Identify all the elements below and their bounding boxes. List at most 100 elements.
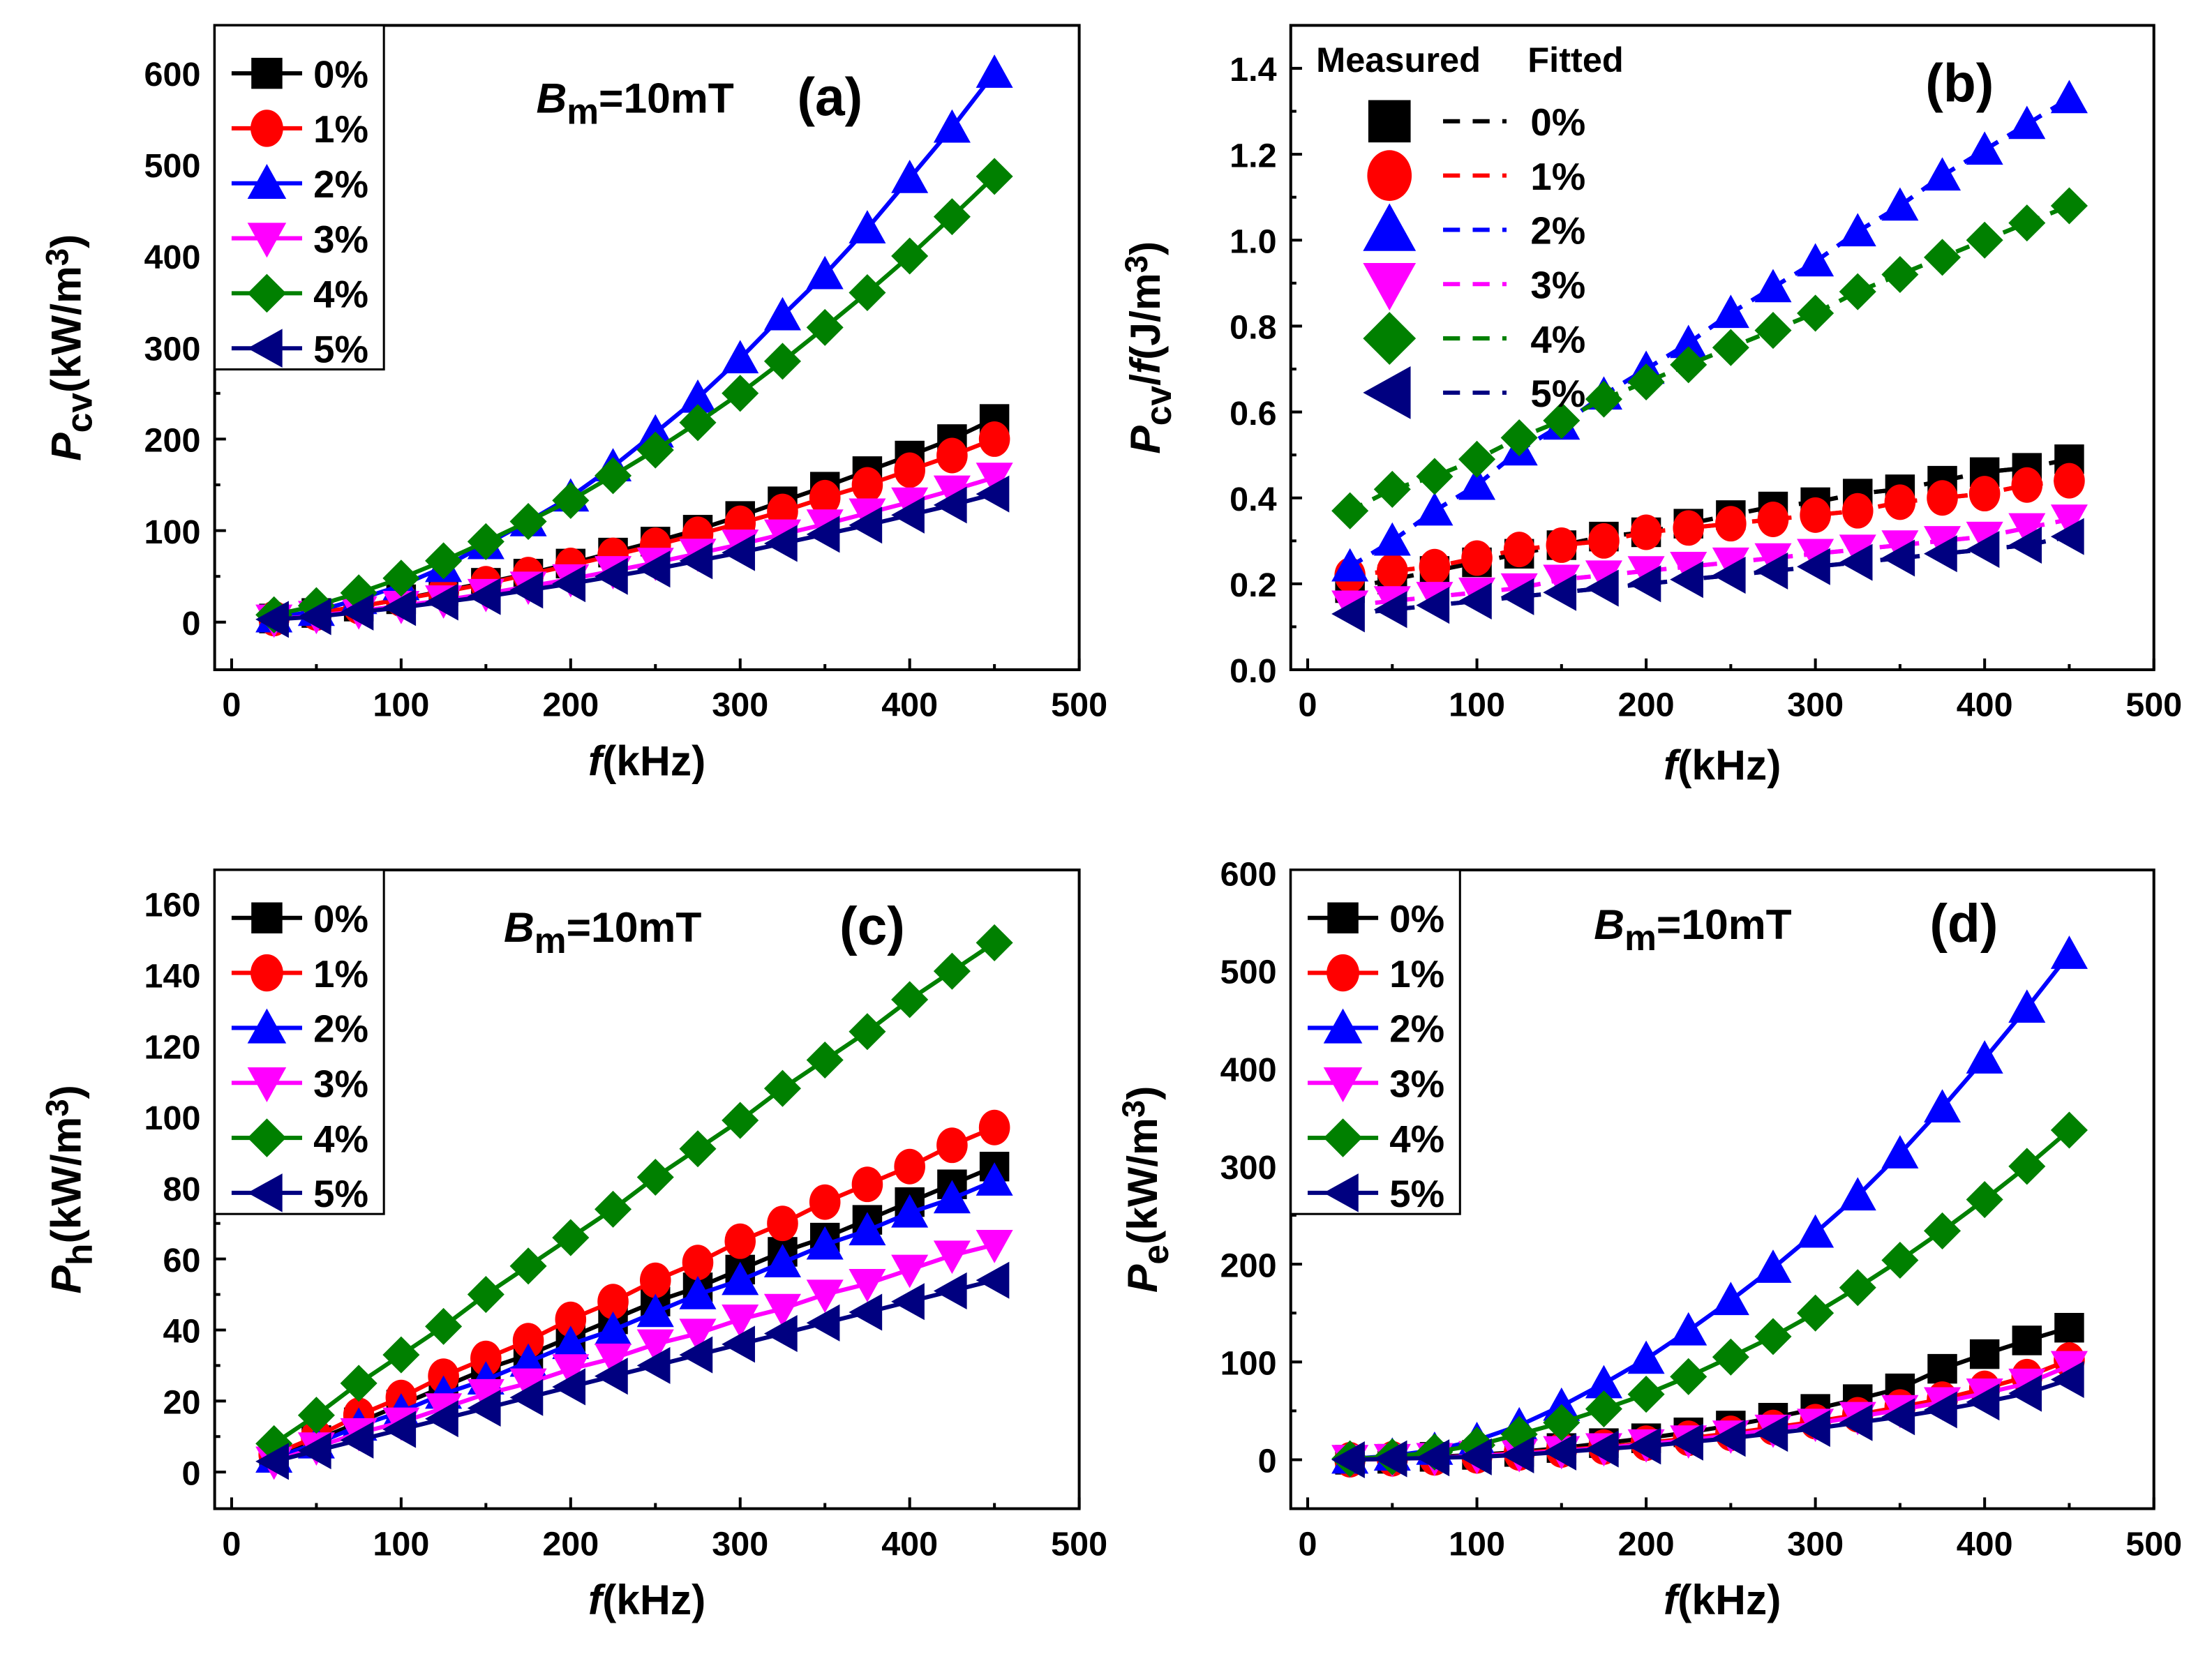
data-point (509, 571, 544, 609)
y-axis-label-part: P (43, 433, 90, 461)
data-point (1503, 532, 1535, 568)
data-point (2050, 187, 2088, 225)
data-point (297, 1397, 335, 1434)
data-point (467, 1389, 501, 1427)
data-point (763, 1293, 801, 1328)
legend-label: 4% (313, 1118, 368, 1160)
field-annotation-part: m (567, 91, 599, 131)
data-point (978, 421, 1010, 457)
data-point (763, 525, 798, 562)
x-axis-label-part: (kHz) (1677, 742, 1781, 789)
data-point (891, 1254, 929, 1288)
data-point (425, 583, 458, 621)
data-point (509, 1343, 547, 1377)
y-axis-label-part: 3 (1119, 255, 1154, 273)
x-axis-label-part: (kHz) (602, 1576, 705, 1623)
chart-panel-d: 0 100 200 300 400 500 0 100 200 300 400 500 600 f(kHz… (1116, 855, 2182, 1623)
series-5pct (1331, 518, 2084, 633)
data-point (891, 1283, 925, 1321)
legend-label: 4% (313, 273, 368, 316)
data-point (1754, 543, 1792, 577)
data-point (933, 1272, 967, 1309)
data-point (1712, 1338, 1749, 1376)
legend-label: 3% (1389, 1062, 1444, 1105)
data-point (509, 1368, 547, 1402)
y-axis-label-part: (kW/m (43, 1117, 90, 1244)
x-tick-label: 400 (1957, 686, 2013, 724)
data-point (2050, 1351, 2088, 1385)
legend-marker (247, 1067, 287, 1103)
x-tick-label: 100 (1449, 686, 1505, 724)
legend-label: 2% (1530, 210, 1585, 253)
data-point (2008, 513, 2046, 547)
legend-item: 0% (231, 53, 368, 96)
data-point (933, 198, 971, 236)
legend-item: 1% (231, 953, 368, 995)
data-point (2054, 463, 2085, 499)
data-point (849, 210, 886, 243)
data-point (1797, 294, 1834, 332)
data-point (722, 1261, 759, 1295)
x-tick-label: 400 (881, 686, 938, 724)
y-tick-label: 0.0 (1230, 652, 1276, 690)
series-5pct (255, 475, 1010, 638)
data-point (763, 296, 801, 331)
x-tick-label: 300 (1787, 686, 1844, 724)
y-tick-label: 0.6 (1230, 395, 1276, 433)
fitted-line-overlay (1350, 457, 2070, 591)
data-point (806, 1041, 844, 1079)
data-point (340, 1421, 374, 1459)
data-point (425, 1307, 463, 1345)
data-point (849, 1013, 886, 1051)
data-point (1754, 1415, 1788, 1452)
panel-label: (b) (1925, 54, 1994, 114)
data-point (849, 1269, 886, 1302)
legend-marker (1327, 902, 1359, 933)
y-tick-label: 100 (1220, 1344, 1277, 1382)
legend-label: 2% (313, 163, 368, 206)
y-axis-label-part: ) (1119, 1086, 1166, 1100)
data-point (595, 1358, 628, 1395)
legend-label: 5% (1530, 373, 1585, 415)
x-tick-label: 0 (1299, 686, 1317, 724)
data-point (595, 1311, 632, 1345)
legend-label: 2% (1389, 1008, 1444, 1051)
data-point (724, 1223, 756, 1259)
y-tick-label: 300 (144, 330, 201, 368)
data-point (806, 516, 840, 553)
legend-marker (1367, 150, 1412, 202)
data-point (891, 1194, 929, 1228)
data-point (849, 506, 883, 544)
legend-label: 2% (313, 1008, 368, 1051)
y-tick-label: 140 (144, 957, 201, 995)
data-point (936, 437, 968, 474)
field-annotation-part: B (536, 75, 567, 122)
data-point (1966, 1040, 2003, 1074)
fitted-line-overlay (1350, 479, 2070, 578)
data-point (470, 1340, 502, 1376)
data-point (767, 1205, 798, 1242)
data-point (891, 981, 929, 1019)
data-point (512, 1323, 544, 1359)
legend-item: 0% (1368, 100, 1585, 144)
fitted-line-overlay (1349, 96, 2071, 569)
data-point (1377, 553, 1408, 589)
y-tick-label: 100 (144, 513, 201, 551)
data-point (891, 159, 929, 193)
y-tick-label: 100 (144, 1099, 201, 1137)
data-point (1627, 1427, 1661, 1465)
data-point (679, 379, 717, 413)
data-point (679, 1130, 717, 1168)
x-tick-label: 0 (222, 686, 241, 724)
data-point (1924, 1212, 1961, 1249)
field-annotation: Bm=10mT (504, 903, 701, 961)
x-axis-label: f(kHz) (1664, 742, 1781, 789)
y-tick-label: 120 (144, 1028, 201, 1066)
legend-marker (247, 223, 287, 258)
x-tick-label: 0 (1299, 1525, 1317, 1563)
y-axis-label-part: P (1119, 1264, 1166, 1293)
data-point (552, 1325, 590, 1360)
data-point (1670, 1358, 1707, 1395)
y-axis-label: Ph(kW/m3) (40, 1085, 100, 1293)
legend-item: 3% (1363, 262, 1585, 311)
